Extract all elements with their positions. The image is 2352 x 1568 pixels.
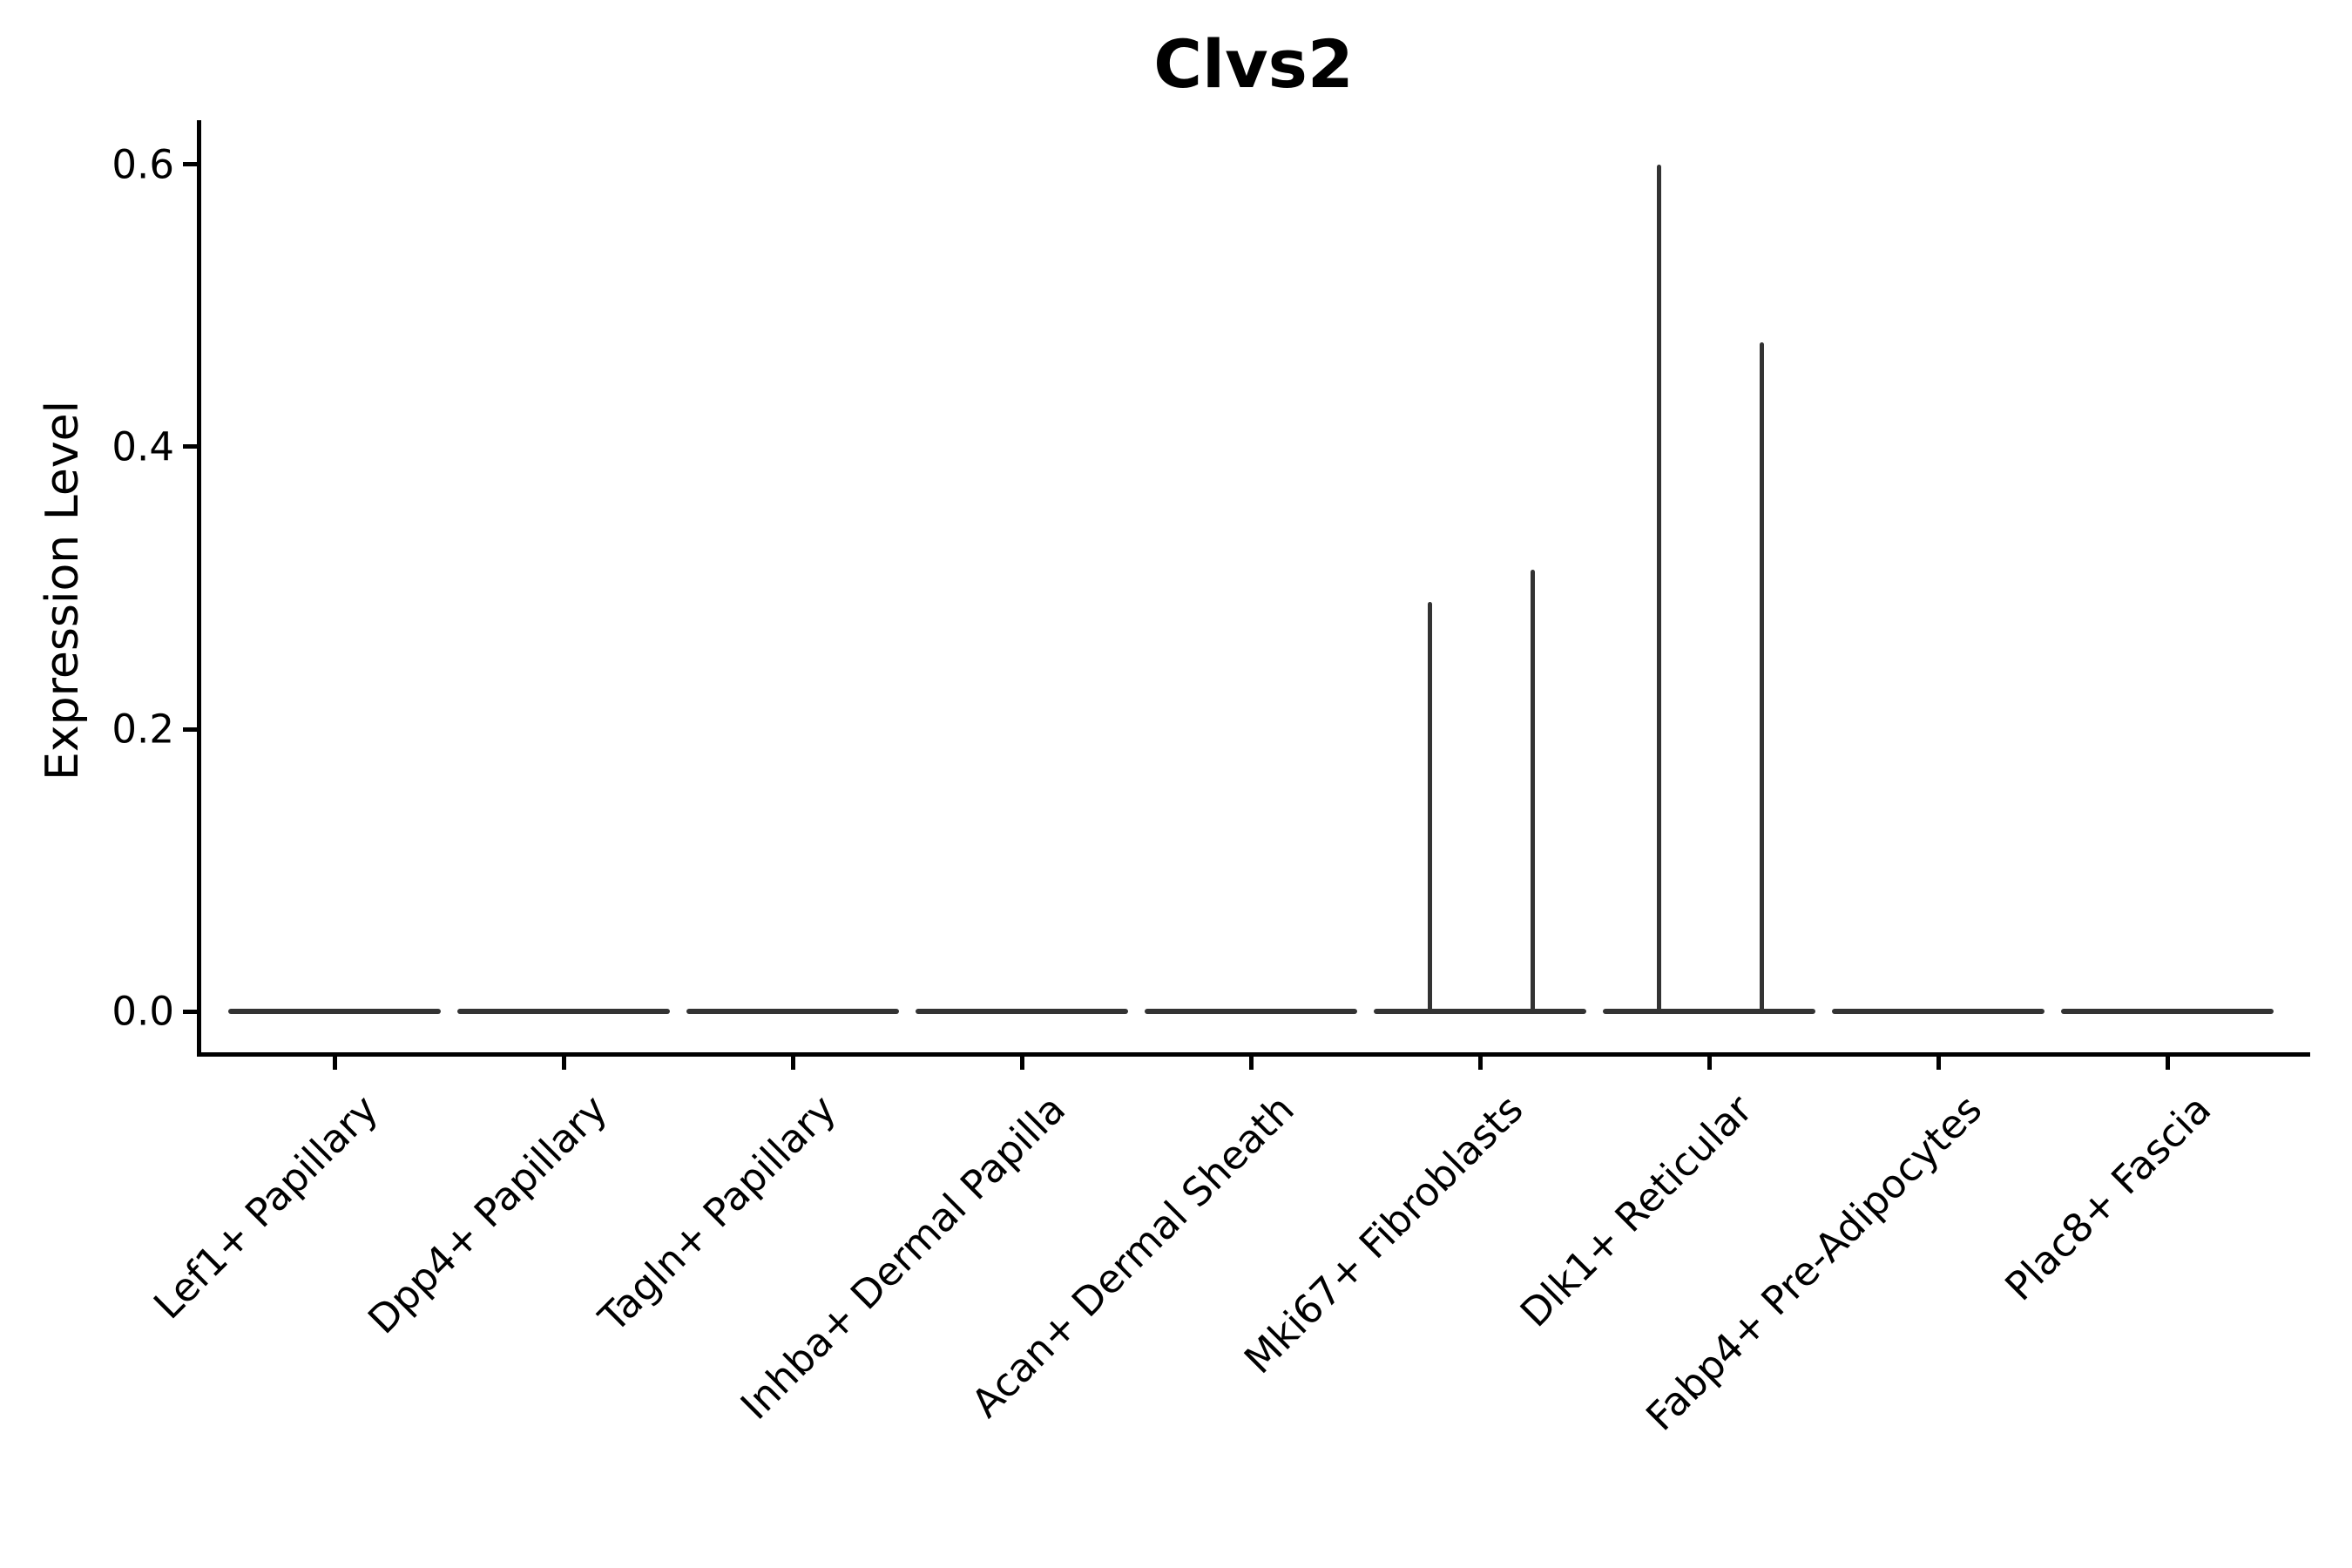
x-tick (2165, 1054, 2170, 1070)
x-category-label: Tagln+ Papillary (590, 1085, 846, 1342)
x-tick (1248, 1054, 1254, 1070)
chart-title: Clvs2 (1153, 25, 1354, 103)
y-tick-label: 0.0 (112, 988, 174, 1035)
violin-baseline (2061, 1009, 2274, 1015)
y-tick (183, 727, 197, 732)
violin-baseline (228, 1009, 441, 1015)
x-category-label: Dlk1+ Reticular (1511, 1085, 1762, 1336)
expression-spike (1759, 341, 1764, 1015)
violin-baseline (1832, 1009, 2044, 1015)
x-tick (790, 1054, 795, 1070)
x-tick (561, 1054, 566, 1070)
x-category-label: Plac8+ Fascia (1996, 1085, 2220, 1310)
violin-baseline (1374, 1009, 1586, 1015)
violin-baseline (1603, 1009, 1815, 1015)
expression-spike (1427, 602, 1432, 1015)
y-tick (183, 444, 197, 449)
y-axis-label: Expression Level (37, 400, 89, 781)
y-tick (183, 162, 197, 167)
x-tick (1936, 1054, 1941, 1070)
expression-spike (1656, 164, 1661, 1015)
y-tick (183, 1009, 197, 1014)
violin-baseline (1145, 1009, 1357, 1015)
x-tick (332, 1054, 337, 1070)
x-tick (1707, 1054, 1712, 1070)
x-axis-spine (197, 1052, 2310, 1057)
violin-baseline (686, 1009, 899, 1015)
x-tick (1019, 1054, 1024, 1070)
expression-spike (1530, 569, 1535, 1015)
y-axis-spine (197, 120, 201, 1056)
y-tick-label: 0.6 (112, 141, 174, 188)
y-tick-label: 0.2 (112, 706, 174, 753)
x-category-label: Dpp4+ Papillary (359, 1085, 617, 1343)
violin-baseline (457, 1009, 670, 1015)
violin-baseline (916, 1009, 1128, 1015)
y-tick-label: 0.4 (112, 423, 174, 470)
x-tick (1477, 1054, 1483, 1070)
x-category-label: Lef1+ Papillary (145, 1085, 388, 1328)
